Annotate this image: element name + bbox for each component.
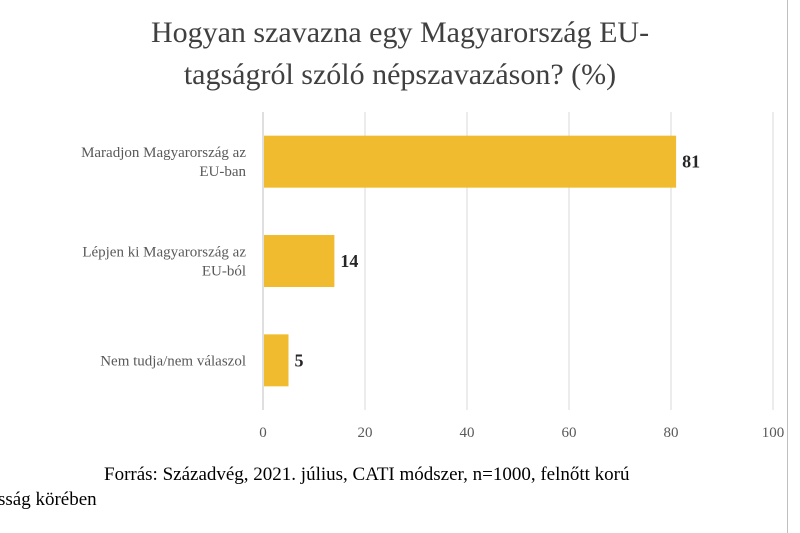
x-tick-label: 40 [460, 425, 475, 441]
chart-title: Hogyan szavazna egy Magyarország EU- tag… [70, 12, 730, 96]
bar-value-label: 14 [340, 251, 358, 271]
category-label: Lépjen ki Magyarország az EU-ból [82, 245, 246, 280]
x-tick-label: 20 [358, 425, 373, 441]
category-label-line: Nem tudja/nem válaszol [100, 353, 246, 369]
category-label-line: EU-ban [199, 164, 246, 180]
bar-value-label: 5 [295, 350, 304, 370]
bar [264, 235, 335, 287]
bar [264, 135, 677, 188]
bar-value-label: 81 [682, 152, 700, 172]
x-tick-label: 80 [664, 425, 679, 441]
chart-title-line-1: Hogyan szavazna egy Magyarország EU- [150, 16, 650, 49]
category-label: Maradjon Magyarország az EU-ban [81, 145, 246, 180]
category-label: Nem tudja/nem válaszol [100, 353, 246, 369]
bar [264, 334, 289, 387]
source-note-line-2: sság körében [0, 489, 97, 510]
x-tick-label: 0 [259, 425, 267, 441]
category-label-line: Maradjon Magyarország az [81, 145, 246, 161]
x-tick-label: 100 [762, 425, 785, 441]
x-tick-label: 60 [562, 425, 577, 441]
chart-title-line-2: tagságról szóló népszavazáson? (%) [183, 58, 617, 91]
category-label-line: Lépjen ki Magyarország az [82, 245, 246, 261]
category-label-line: EU-ból [202, 264, 246, 280]
source-note-line-1: Forrás: Századvég, 2021. július, CATI mó… [104, 464, 630, 485]
